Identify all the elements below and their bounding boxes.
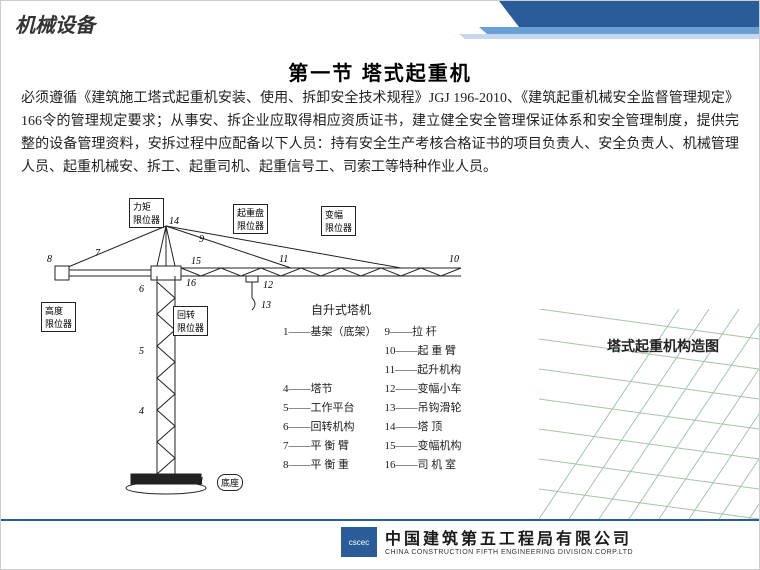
num-16: 16 [186, 278, 196, 289]
num-15: 15 [191, 256, 201, 267]
label-hoist-limiter: 起重盘限位器 [233, 204, 268, 234]
slide: 机械设备 第一节 塔式起重机 必须遵循《建筑施工塔式起重机安装、使用、拆卸安全技… [0, 0, 760, 570]
num-9: 9 [199, 234, 204, 245]
diagram-legend: 自升式塔机 1——基架（底架）9——拉 杆 10——起 重 臂 11——起升机构… [281, 301, 470, 476]
body-paragraph-text: 必须遵循《建筑施工塔式起重机安装、使用、拆卸安全技术规程》JGJ 196-201… [21, 91, 739, 175]
num-10: 10 [449, 254, 459, 265]
label-luff-limiter: 变幅限位器 [321, 206, 356, 236]
body-paragraph: 必须遵循《建筑施工塔式起重机安装、使用、拆卸安全技术规程》JGJ 196-201… [21, 87, 739, 179]
footer-company-cn: 中国建筑第五工程局有限公司 [385, 525, 633, 549]
label-moment-limiter: 力矩限位器 [129, 198, 164, 228]
footer-company: 中国建筑第五工程局有限公司 CHINA CONSTRUCTION FIFTH E… [385, 525, 633, 556]
num-13: 13 [261, 300, 271, 311]
header: 机械设备 [1, 1, 759, 45]
num-6: 6 [139, 284, 144, 295]
num-1: 1 [199, 476, 204, 487]
legend-title: 自升式塔机 [311, 301, 470, 320]
diagram-caption: 塔式起重机构造图 [607, 336, 719, 356]
legend-table: 1——基架（底架）9——拉 杆 10——起 重 臂 11——起升机构 4——塔节… [281, 322, 470, 476]
label-slew-limiter: 回转限位器 [173, 306, 208, 336]
num-11: 11 [279, 254, 288, 265]
num-4: 4 [139, 406, 144, 417]
footer-divider [1, 519, 759, 521]
label-base: 底座 [217, 474, 243, 491]
header-title: 机械设备 [15, 9, 95, 38]
footer-logo-icon: cscec [341, 527, 377, 557]
label-height-limiter: 高度限位器 [41, 302, 76, 332]
num-12: 12 [263, 280, 273, 291]
section-title: 第一节 塔式起重机 [1, 57, 759, 86]
num-7: 7 [95, 248, 100, 259]
num-5: 5 [139, 346, 144, 357]
footer-company-en: CHINA CONSTRUCTION FIFTH ENGINEERING DIV… [385, 549, 633, 556]
num-8: 8 [47, 254, 52, 265]
header-stripe-decoration [459, 1, 759, 45]
num-14: 14 [169, 216, 179, 227]
footer: cscec 中国建筑第五工程局有限公司 CHINA CONSTRUCTION F… [1, 519, 759, 569]
